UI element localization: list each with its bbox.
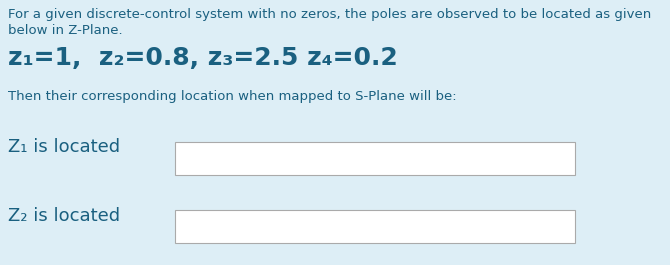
Text: z₁=1,  z₂=0.8, z₃=2.5 z₄=0.2: z₁=1, z₂=0.8, z₃=2.5 z₄=0.2: [8, 46, 398, 70]
Text: ↕: ↕: [553, 152, 564, 165]
Text: Choose...: Choose...: [183, 219, 247, 233]
Text: For a given discrete-control system with no zeros, the poles are observed to be : For a given discrete-control system with…: [8, 8, 651, 21]
Text: Choose...: Choose...: [183, 152, 247, 166]
Text: Then their corresponding location when mapped to S-Plane will be:: Then their corresponding location when m…: [8, 90, 457, 103]
Text: Z₁ is located: Z₁ is located: [8, 138, 120, 156]
Text: ↕: ↕: [553, 220, 564, 233]
Text: below in Z-Plane.: below in Z-Plane.: [8, 24, 123, 37]
Text: Z₂ is located: Z₂ is located: [8, 207, 120, 225]
